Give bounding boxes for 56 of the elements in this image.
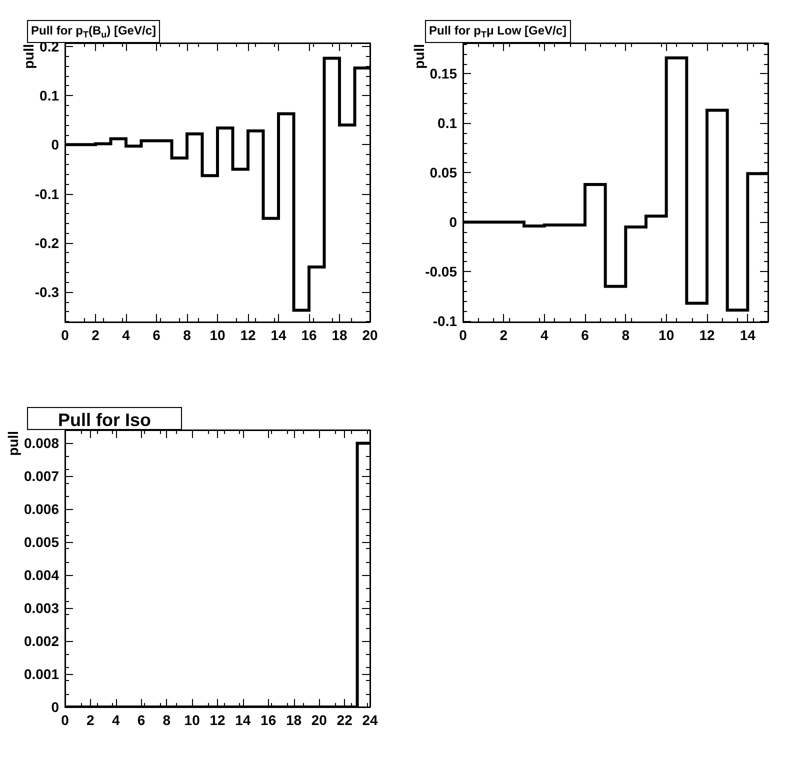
y-tick-label: 0 xyxy=(51,699,60,715)
x-tick-label: 2 xyxy=(92,327,100,343)
x-tick-label: 0 xyxy=(459,327,468,343)
x-tick-label: 4 xyxy=(112,712,120,728)
x-tick-label: 6 xyxy=(152,327,161,343)
x-tick-label: 2 xyxy=(500,327,508,343)
y-tick-label: 0 xyxy=(51,136,60,153)
y-tick-label: 0.006 xyxy=(24,501,60,518)
y-tick-label: -0.2 xyxy=(34,234,60,251)
y-tick-label: 0.05 xyxy=(430,164,458,181)
chart-title: Pull for Iso xyxy=(58,410,152,430)
x-tick-label: 18 xyxy=(286,712,302,728)
y-tick-label: 0.002 xyxy=(24,633,60,650)
x-tick-label: 14 xyxy=(270,327,286,343)
x-tick-label: 0 xyxy=(61,712,70,728)
y-axis-title: pull xyxy=(20,44,37,69)
x-tick-label: 12 xyxy=(210,712,226,728)
x-tick-label: 16 xyxy=(260,712,276,728)
x-tick-label: 4 xyxy=(122,327,130,343)
y-tick-label: 0.15 xyxy=(430,66,458,82)
x-tick-label: 20 xyxy=(362,327,378,343)
y-tick-label: -0.05 xyxy=(425,264,458,280)
x-tick-label: 6 xyxy=(581,327,590,343)
y-axis-title: pull xyxy=(4,431,21,456)
y-tick-label: 0.1 xyxy=(438,115,458,132)
x-tick-label: 10 xyxy=(184,712,200,728)
y-axis-title: pull xyxy=(410,44,427,69)
y-tick-label: 0.003 xyxy=(24,600,60,616)
x-tick-label: 22 xyxy=(336,712,353,728)
y-tick-label: 0.007 xyxy=(24,468,60,484)
y-tick-label: 0 xyxy=(449,214,458,230)
x-tick-label: 16 xyxy=(301,327,317,343)
x-tick-label: 12 xyxy=(240,327,256,343)
y-tick-label: 0.001 xyxy=(24,666,60,682)
y-tick-label: 0.005 xyxy=(24,534,60,550)
y-tick-label: -0.1 xyxy=(432,313,458,330)
x-tick-label: 0 xyxy=(61,327,70,343)
y-tick-label: 0.004 xyxy=(24,567,60,584)
x-tick-label: 24 xyxy=(362,712,378,728)
x-tick-label: 6 xyxy=(137,712,146,728)
x-tick-label: 10 xyxy=(658,327,674,343)
x-tick-label: 2 xyxy=(86,712,95,728)
y-tick-label: -0.1 xyxy=(34,186,60,202)
x-tick-label: 8 xyxy=(183,327,192,343)
x-tick-label: 14 xyxy=(740,327,756,343)
x-tick-label: 18 xyxy=(332,327,348,343)
x-tick-label: 10 xyxy=(210,327,226,343)
x-tick-label: 12 xyxy=(699,327,715,343)
x-tick-label: 14 xyxy=(235,712,251,728)
y-tick-label: 0.008 xyxy=(24,435,60,452)
y-tick-label: -0.3 xyxy=(34,284,60,300)
x-tick-label: 8 xyxy=(162,712,171,728)
x-tick-label: 4 xyxy=(540,327,548,343)
x-tick-label: 20 xyxy=(311,712,328,728)
y-tick-label: 0.1 xyxy=(40,88,60,104)
x-tick-label: 8 xyxy=(622,327,630,343)
